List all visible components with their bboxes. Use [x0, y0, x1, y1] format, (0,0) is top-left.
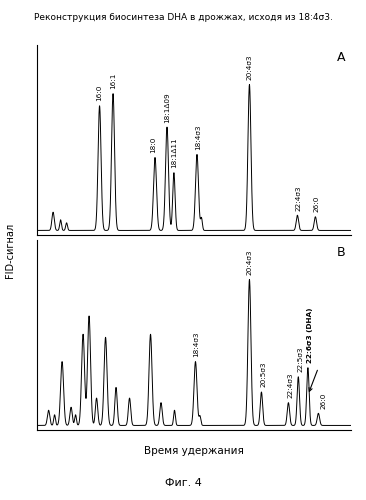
- Text: FID-сигнал: FID-сигнал: [5, 222, 15, 278]
- Text: 26:0: 26:0: [313, 196, 319, 212]
- Text: 20:4σ3: 20:4σ3: [246, 54, 253, 80]
- Text: A: A: [337, 50, 345, 64]
- Text: 20:4σ3: 20:4σ3: [246, 250, 253, 275]
- Text: 16:0: 16:0: [97, 85, 102, 101]
- Text: 18:0: 18:0: [150, 136, 157, 153]
- Text: Время удержания: Время удержания: [144, 446, 244, 456]
- Text: 22:4σ3: 22:4σ3: [288, 372, 294, 398]
- Text: Реконструкция биосинтеза DHA в дрожжах, исходя из 18:4σ3.: Реконструкция биосинтеза DHA в дрожжах, …: [34, 12, 332, 22]
- Text: 22:5σ3: 22:5σ3: [298, 346, 303, 372]
- Text: 18:1Δ09: 18:1Δ09: [165, 92, 171, 122]
- Text: 22:4σ3: 22:4σ3: [295, 185, 301, 210]
- Text: B: B: [336, 246, 345, 258]
- Text: 18:1Δ11: 18:1Δ11: [172, 138, 178, 168]
- Text: 16:1: 16:1: [110, 72, 116, 89]
- Text: 26:0: 26:0: [321, 392, 327, 408]
- Text: 18:4σ3: 18:4σ3: [193, 332, 199, 357]
- Text: Фиг. 4: Фиг. 4: [165, 478, 201, 488]
- Text: 18:4σ3: 18:4σ3: [195, 124, 201, 150]
- Text: 22:6σ3 (DHA): 22:6σ3 (DHA): [307, 308, 313, 363]
- Text: 20:5σ3: 20:5σ3: [261, 362, 267, 388]
